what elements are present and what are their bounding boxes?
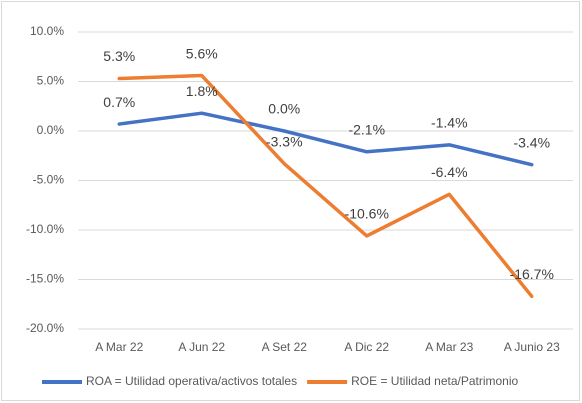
y-tick-label: 0.0% — [37, 123, 65, 137]
y-tick-label: -10.0% — [26, 222, 64, 236]
series-line — [117, 111, 534, 167]
x-tick-label: A Dic 22 — [344, 340, 389, 354]
value-label: -3.4% — [513, 134, 550, 150]
value-label: 0.7% — [103, 94, 135, 110]
value-label: 5.6% — [186, 45, 218, 61]
value-label: 0.0% — [268, 101, 300, 117]
value-label: -16.7% — [510, 266, 554, 282]
x-tick-label: A Set 22 — [262, 340, 308, 354]
series-line — [117, 73, 534, 299]
x-tick-label: A Mar 22 — [95, 340, 143, 354]
y-tick-label: -20.0% — [26, 321, 64, 335]
legend-label: ROA = Utilidad operativa/activos totales — [86, 374, 297, 388]
x-tick-label: A Junio 23 — [504, 340, 560, 354]
value-label: -3.3% — [266, 133, 303, 149]
y-tick-label: 5.0% — [37, 74, 65, 88]
y-tick-label: -15.0% — [26, 272, 64, 286]
value-label: 5.3% — [103, 48, 135, 64]
y-tick-label: 10.0% — [30, 24, 64, 38]
x-tick-label: A Jun 22 — [178, 340, 225, 354]
legend-label: ROE = Utilidad neta/Patrimonio — [351, 374, 518, 388]
value-label: -10.6% — [345, 206, 389, 222]
value-label: -6.4% — [431, 164, 468, 180]
y-tick-label: -5.0% — [33, 173, 65, 187]
value-label: -2.1% — [348, 121, 385, 137]
x-tick-label: A Mar 23 — [425, 340, 473, 354]
value-label: -1.4% — [431, 115, 468, 131]
value-label: 1.8% — [186, 83, 218, 99]
